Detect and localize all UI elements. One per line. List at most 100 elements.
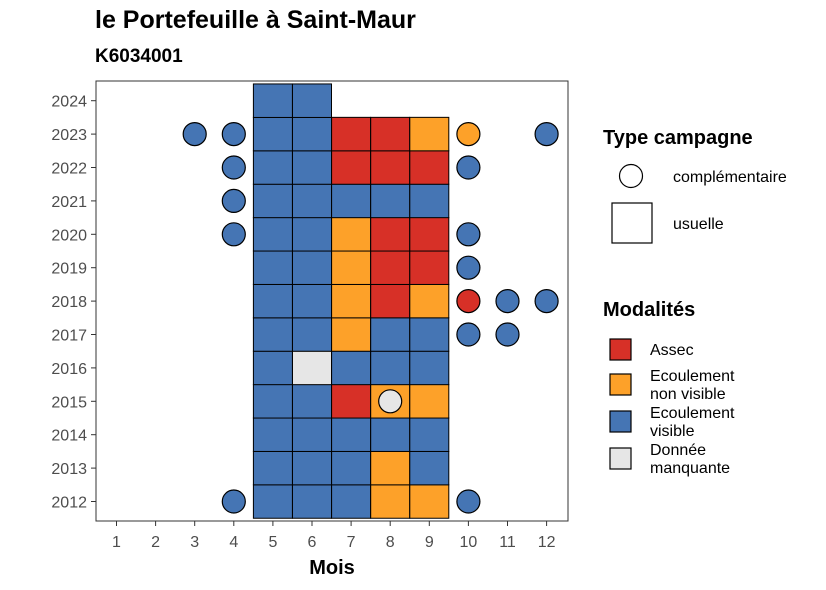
legend-modalite-label-donn-e-manquante-1: manquante: [650, 460, 730, 477]
y-tick-label-2013: 2013: [51, 461, 87, 478]
legend-modalite-label-ecoulement-non-visible-0: Ecoulement: [650, 368, 735, 385]
tile-2022-8: [370, 150, 411, 185]
x-axis-title: Mois: [309, 557, 355, 579]
tile-2021-6: [292, 183, 332, 219]
point-2021-4: [221, 188, 246, 213]
x-tick-label-12: 12: [538, 534, 556, 551]
y-tick-label-2012: 2012: [51, 495, 87, 512]
point-2012-4: [221, 489, 246, 514]
tile-2018-6: [292, 283, 332, 319]
tile-2013-9: [409, 450, 450, 486]
tile-2017-5: [252, 317, 293, 352]
tile-2014-5: [252, 417, 293, 452]
point-2022-4: [221, 155, 246, 180]
tile-2023-5: [252, 116, 293, 152]
tile-2015-5: [252, 384, 293, 419]
x-tick-label-2: 2: [151, 534, 160, 551]
tile-2015-9: [409, 384, 450, 419]
point-2018-11: [495, 289, 520, 314]
tile-2014-6: [292, 417, 332, 452]
tile-2023-6: [292, 116, 332, 152]
y-tick-label-2015: 2015: [51, 394, 87, 411]
legend-modalite-label-donn-e-manquante-0: Donnée: [650, 442, 706, 459]
y-tick-label-2022: 2022: [51, 161, 87, 178]
tile-2020-8: [370, 217, 411, 252]
point-2020-4: [221, 222, 246, 247]
tile-2014-9: [409, 417, 450, 452]
tile-2012-5: [252, 484, 293, 519]
tile-2023-9: [409, 116, 450, 152]
legend-modalite-label-ecoulement-visible-1: visible: [650, 423, 695, 440]
tile-2017-9: [409, 317, 450, 352]
x-tick-label-5: 5: [268, 534, 277, 551]
y-tick-label-2018: 2018: [51, 294, 87, 311]
tile-2021-9: [409, 183, 450, 219]
tile-2012-9: [409, 484, 450, 519]
y-tick-label-2017: 2017: [51, 328, 87, 345]
tile-2017-7: [331, 317, 372, 352]
y-tick-label-2024: 2024: [51, 94, 87, 111]
tile-2022-6: [292, 150, 332, 185]
legend-modalite-label-assec-0: Assec: [650, 342, 694, 359]
tile-2022-5: [252, 150, 293, 185]
tile-2016-7: [331, 350, 372, 386]
tile-2012-8: [370, 484, 411, 519]
x-tick-label-1: 1: [112, 534, 121, 551]
tile-2020-6: [292, 217, 332, 252]
tile-2019-6: [292, 250, 332, 285]
tile-2013-6: [292, 450, 332, 486]
tile-2024-6: [292, 83, 332, 118]
chart-title: le Portefeuille à Saint-Maur: [95, 6, 416, 34]
tile-2012-6: [292, 484, 332, 519]
tile-2014-8: [370, 417, 411, 452]
tile-2019-7: [331, 250, 372, 285]
legend-modalite-swatch-donn-e-manquante: [609, 447, 632, 470]
tile-2017-6: [292, 317, 332, 352]
tile-2016-9: [409, 350, 450, 386]
point-2018-10: [456, 289, 481, 314]
x-tick-label-7: 7: [347, 534, 356, 551]
tile-2013-7: [331, 450, 372, 486]
legend-modalite-label-ecoulement-non-visible-1: non visible: [650, 386, 726, 403]
legend-modalites-title: Modalités: [603, 299, 695, 321]
point-2015-8: [378, 389, 403, 414]
x-tick-label-6: 6: [308, 534, 317, 551]
tile-2017-8: [370, 317, 411, 352]
x-tick-label-11: 11: [499, 534, 516, 551]
legend-type-label-usuelle: usuelle: [673, 216, 724, 233]
point-2023-10: [456, 122, 481, 147]
point-2018-12: [534, 289, 559, 314]
tile-2023-7: [331, 116, 372, 152]
y-tick-label-2020: 2020: [51, 227, 87, 244]
tile-2012-7: [331, 484, 372, 519]
point-2017-10: [456, 322, 481, 347]
x-tick-label-9: 9: [425, 534, 434, 551]
point-2012-10: [456, 489, 481, 514]
tile-2018-7: [331, 283, 372, 319]
tile-2024-5: [252, 83, 293, 118]
x-tick-label-3: 3: [190, 534, 199, 551]
legend-type-symbol-usuelle: [611, 202, 653, 244]
legend-modalite-swatch-assec: [609, 338, 632, 361]
tile-2022-7: [331, 150, 372, 185]
tile-2021-5: [252, 183, 293, 219]
tile-2015-6: [292, 384, 332, 419]
tile-2021-8: [370, 183, 411, 219]
tile-2013-5: [252, 450, 293, 486]
tile-2019-5: [252, 250, 293, 285]
y-tick-label-2023: 2023: [51, 127, 87, 144]
tile-2018-8: [370, 283, 411, 319]
tile-2016-6: [292, 350, 332, 386]
chart-subtitle: K6034001: [95, 46, 183, 67]
point-2023-4: [221, 122, 246, 147]
tile-2023-8: [370, 116, 411, 152]
legend-type-title: Type campagne: [603, 127, 753, 149]
tile-2013-8: [370, 450, 411, 486]
tile-2018-9: [409, 283, 450, 319]
tile-2019-9: [409, 250, 450, 285]
tile-2016-5: [252, 350, 293, 386]
legend-type-symbol-complementaire: [618, 163, 644, 189]
y-tick-label-2019: 2019: [51, 261, 87, 278]
point-2019-10: [456, 255, 481, 280]
tile-2020-5: [252, 217, 293, 252]
